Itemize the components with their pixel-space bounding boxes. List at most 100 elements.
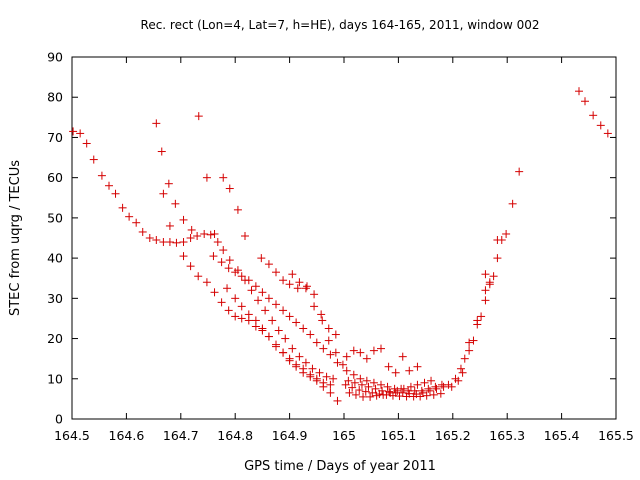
data-point [237, 314, 246, 323]
data-point [432, 384, 441, 393]
data-point [219, 246, 228, 255]
data-point [333, 396, 342, 405]
data-point [350, 378, 359, 387]
data-point [424, 384, 433, 393]
y-tick-label: 10 [47, 371, 63, 386]
data-point [508, 199, 517, 208]
x-tick-label: 164.9 [272, 428, 308, 443]
data-point [118, 203, 127, 212]
data-point [515, 167, 524, 176]
data-point [460, 354, 469, 363]
data-point [369, 378, 378, 387]
data-point [399, 384, 408, 393]
data-point [194, 272, 203, 281]
data-point [458, 368, 467, 377]
y-tick-label: 30 [47, 291, 63, 306]
data-point [386, 388, 395, 397]
data-point [444, 380, 453, 389]
data-point [194, 112, 203, 121]
data-point [310, 302, 319, 311]
data-point [361, 387, 370, 396]
data-point [413, 380, 422, 389]
data-point [319, 344, 328, 353]
data-point [356, 374, 365, 383]
x-tick-label: 164.8 [217, 428, 253, 443]
x-tick-label: 165.4 [544, 428, 580, 443]
data-point [324, 324, 333, 333]
data-point [349, 346, 358, 355]
data-point [481, 286, 490, 295]
data-point [258, 324, 267, 333]
data-point [301, 358, 310, 367]
data-point [324, 336, 333, 345]
data-points [69, 87, 612, 405]
data-point [299, 364, 308, 373]
data-point [295, 278, 304, 287]
data-point [406, 382, 415, 391]
data-point [240, 231, 249, 240]
data-point [152, 236, 161, 245]
data-point [312, 338, 321, 347]
data-point [209, 252, 218, 261]
data-point [303, 282, 312, 291]
data-point [345, 388, 354, 397]
x-tick-label: 165.1 [381, 428, 417, 443]
data-point [272, 268, 280, 277]
data-point [331, 330, 340, 339]
data-point [417, 386, 426, 395]
data-point [145, 234, 154, 242]
data-point [391, 368, 400, 377]
data-point [502, 229, 511, 238]
data-point [447, 382, 456, 391]
x-tick-label: 164.5 [54, 428, 90, 443]
data-point [342, 352, 351, 361]
data-point [301, 284, 310, 293]
data-point [351, 390, 360, 399]
data-point [261, 306, 270, 315]
y-tick-label: 60 [47, 170, 63, 185]
data-point [111, 189, 120, 198]
data-point [385, 387, 394, 396]
data-point [224, 306, 233, 315]
data-point [285, 354, 294, 363]
data-point [171, 199, 180, 208]
data-point [288, 344, 297, 353]
data-point [157, 147, 166, 156]
data-point [240, 276, 249, 285]
data-point [206, 230, 215, 239]
data-point [264, 294, 273, 303]
data-point [427, 376, 436, 385]
data-point [317, 310, 326, 319]
x-tick-label: 165 [332, 428, 356, 443]
x-axis-ticks: 164.5 164.6 164.7 164.8 164.9 165 165.1 165.2 16… [54, 57, 634, 443]
data-point [485, 278, 494, 287]
data-point [329, 374, 338, 383]
y-tick-label: 50 [47, 210, 63, 225]
data-point [132, 218, 141, 227]
data-point [348, 383, 357, 392]
y-axis-label: STEC from uqrg / TECUs [8, 160, 23, 316]
data-point [364, 382, 373, 391]
data-point [465, 338, 474, 347]
data-point [244, 310, 253, 319]
data-point [439, 382, 448, 391]
data-point [369, 346, 378, 355]
data-point [322, 372, 331, 381]
data-point [318, 316, 327, 325]
data-point [152, 119, 161, 128]
data-point [231, 312, 240, 321]
data-point [410, 386, 419, 395]
y-tick-label: 0 [55, 412, 63, 427]
data-point [237, 272, 246, 281]
data-point [210, 229, 219, 238]
data-point [202, 278, 211, 287]
data-point [89, 155, 98, 164]
data-point [187, 225, 196, 234]
data-point [342, 366, 351, 375]
data-point [493, 254, 502, 263]
data-point [217, 298, 226, 307]
data-point [326, 350, 335, 359]
y-tick-label: 20 [47, 331, 63, 346]
data-point [489, 272, 498, 281]
data-point [393, 386, 402, 395]
